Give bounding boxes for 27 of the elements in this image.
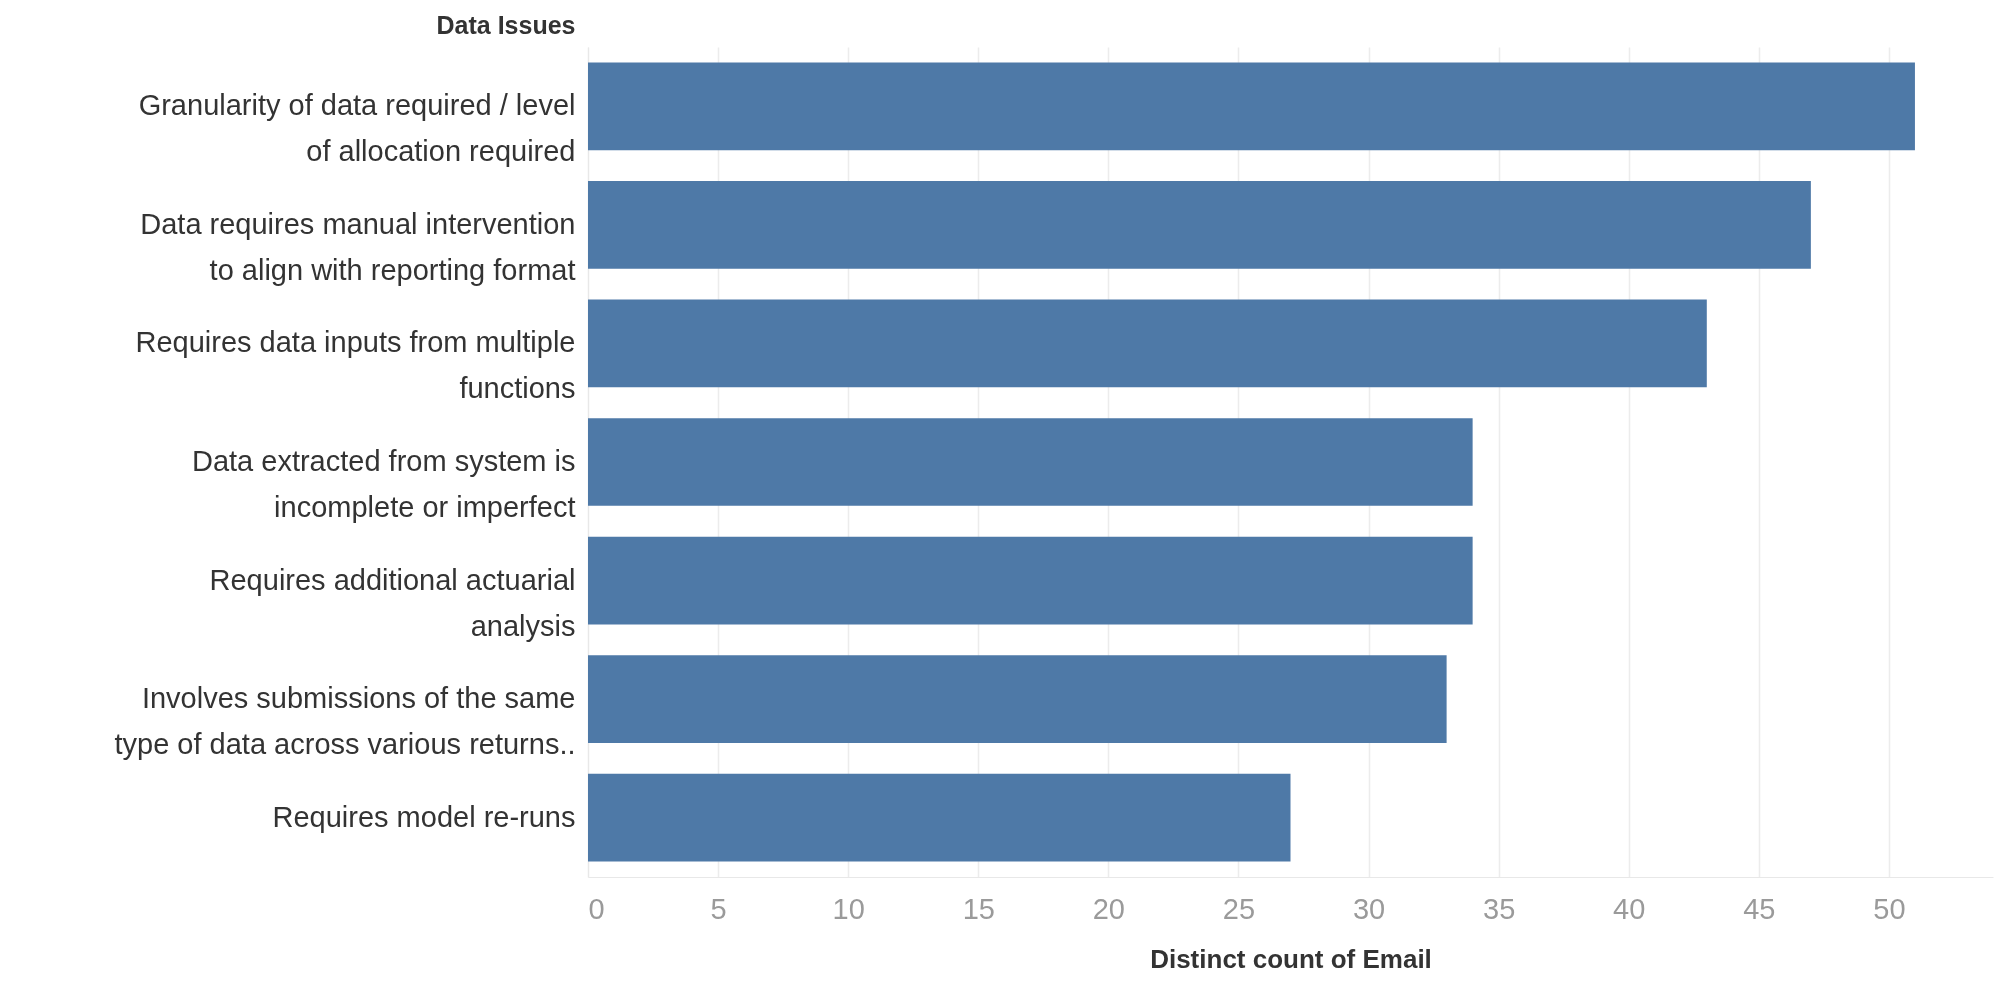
y-tick-label: Data requires manual intervention to align with reporting format [140, 207, 576, 286]
x-tick-label: 15 [962, 892, 995, 925]
x-tick-label: 50 [1873, 892, 1906, 925]
bar [588, 62, 1915, 151]
bar [588, 180, 1811, 269]
y-tick-label: Requires data inputs from multiple functions [135, 326, 576, 405]
bar [588, 655, 1447, 744]
x-tick-label: 20 [1092, 892, 1125, 925]
y-tick-label: Granularity of data required / level of allocation required [138, 89, 576, 168]
x-tick-label: 5 [710, 892, 727, 925]
x-tick-label: 35 [1483, 892, 1516, 925]
y-tick-label: Data extracted from system is incomplete or imperfect [191, 445, 576, 523]
bar [588, 773, 1291, 862]
y-tick-label: Requires model re-runs [272, 800, 576, 833]
x-tick-label: 30 [1352, 892, 1386, 925]
x-tick-label: 45 [1743, 892, 1776, 925]
x-tick-label: 10 [832, 892, 865, 925]
x-tick-label: 40 [1613, 892, 1646, 925]
x-tick-label: 0 [588, 892, 605, 925]
y-axis-title: Data Issues [436, 10, 576, 39]
x-tick-label: 25 [1222, 892, 1256, 925]
bar [588, 299, 1707, 388]
y-tick-label: Requires additional actuarial analysis [209, 563, 576, 642]
y-tick-label: Involves submissions of the same type of data across various returns.. [114, 682, 576, 761]
bar [588, 418, 1473, 506]
x-axis-title: Distinct count of Email [1150, 943, 1432, 974]
bar [588, 536, 1473, 625]
